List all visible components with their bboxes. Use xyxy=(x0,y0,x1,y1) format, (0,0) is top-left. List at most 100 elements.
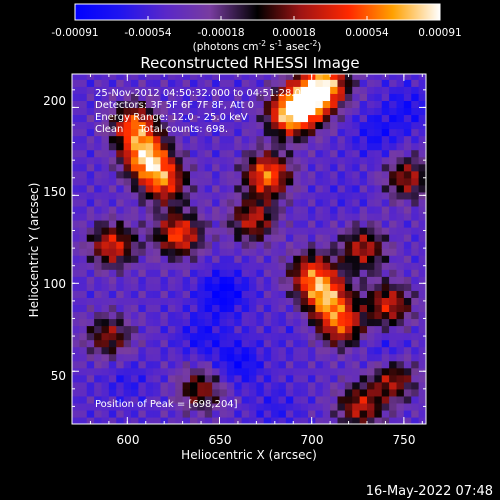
heatmap-cell xyxy=(344,93,353,101)
heatmap-cell xyxy=(367,262,375,270)
heatmap-cell xyxy=(175,255,184,263)
heatmap-cell xyxy=(219,332,228,341)
heatmap-cell xyxy=(322,416,331,424)
heatmap-cell xyxy=(197,142,206,151)
heatmap-cell xyxy=(175,234,184,242)
heatmap-cell xyxy=(285,262,294,270)
heatmap-cell xyxy=(285,346,294,355)
heatmap-cell xyxy=(226,269,235,277)
heatmap-cell xyxy=(108,402,117,411)
heatmap-cell xyxy=(278,219,287,228)
heatmap-cell xyxy=(403,360,412,369)
heatmap-cell xyxy=(352,205,361,214)
heatmap-cell xyxy=(352,283,361,291)
heatmap-cell xyxy=(72,248,80,256)
heatmap-cell xyxy=(315,198,324,207)
heatmap-cell xyxy=(300,416,309,424)
heatmap-cell xyxy=(79,205,88,214)
heatmap-cell xyxy=(359,318,368,327)
heatmap-cell xyxy=(204,227,213,235)
heatmap-cell xyxy=(138,227,147,235)
heatmap-cell xyxy=(285,191,294,200)
heatmap-cell xyxy=(322,353,331,362)
heatmap-cell xyxy=(322,255,331,263)
heatmap-cell xyxy=(411,269,420,277)
heatmap-cell xyxy=(396,114,405,123)
heatmap-cell xyxy=(403,191,412,200)
heatmap-cell xyxy=(108,100,117,109)
heatmap-cell xyxy=(101,269,110,277)
heatmap-cell xyxy=(263,325,272,334)
heatmap-cell xyxy=(86,395,95,404)
heatmap-cell xyxy=(145,74,154,80)
heatmap-cell xyxy=(72,142,80,151)
heatmap-cell xyxy=(344,248,353,256)
heatmap-cell xyxy=(418,86,426,94)
heatmap-cell xyxy=(367,93,375,101)
heatmap-cell xyxy=(86,107,95,116)
heatmap-cell xyxy=(278,339,287,348)
heatmap-cell xyxy=(190,128,198,137)
heatmap-cell xyxy=(204,135,213,144)
heatmap-cell xyxy=(330,402,339,411)
heatmap-cell xyxy=(396,107,405,116)
heatmap-cell xyxy=(101,121,110,130)
heatmap-cell xyxy=(249,121,257,130)
heatmap-cell xyxy=(153,290,162,298)
heatmap-cell xyxy=(219,339,228,348)
heatmap-cell xyxy=(308,332,316,341)
heatmap-cell xyxy=(226,360,235,369)
heatmap-cell xyxy=(330,191,339,200)
heatmap-cell xyxy=(367,241,375,249)
heatmap-cell xyxy=(381,304,390,313)
heatmap-cell xyxy=(271,269,280,277)
heatmap-cell xyxy=(226,381,235,390)
heatmap-cell xyxy=(241,353,250,362)
heatmap-cell xyxy=(263,184,272,193)
heatmap-cell xyxy=(167,374,176,383)
heatmap-cell xyxy=(145,121,154,130)
heatmap-cell xyxy=(359,79,368,87)
heatmap-cell xyxy=(123,198,132,207)
heatmap-cell xyxy=(197,262,206,270)
heatmap-cell xyxy=(271,381,280,390)
heatmap-cell xyxy=(145,205,154,214)
heatmap-cell xyxy=(167,149,176,158)
heatmap-cell xyxy=(418,416,426,424)
heatmap-cell xyxy=(123,339,132,348)
heatmap-cell xyxy=(72,395,80,404)
heatmap-cell xyxy=(138,149,147,158)
heatmap-cell xyxy=(337,121,346,130)
heatmap-cell xyxy=(123,290,132,298)
heatmap-cell xyxy=(330,121,339,130)
heatmap-cell xyxy=(138,128,147,137)
heatmap-cell xyxy=(330,255,339,263)
heatmap-cell xyxy=(131,163,139,172)
heatmap-cell xyxy=(212,163,221,172)
heatmap-cell xyxy=(389,156,398,165)
heatmap-cell xyxy=(263,346,272,355)
heatmap-cell xyxy=(204,318,213,327)
heatmap-cell xyxy=(418,100,426,109)
heatmap-cell xyxy=(131,177,139,186)
heatmap-cell xyxy=(352,234,361,242)
heatmap-cell xyxy=(145,290,154,298)
heatmap-cell xyxy=(86,290,95,298)
heatmap-cell xyxy=(197,156,206,165)
heatmap-cell xyxy=(160,177,169,186)
heatmap-cell xyxy=(418,395,426,404)
heatmap-cell xyxy=(138,262,147,270)
heatmap-cell xyxy=(263,269,272,277)
heatmap-cell xyxy=(241,276,250,284)
heatmap-cell xyxy=(344,198,353,207)
heatmap-cell xyxy=(190,170,198,179)
heatmap-cell xyxy=(374,184,383,193)
heatmap-cell xyxy=(123,346,132,355)
heatmap-cell xyxy=(374,234,383,242)
heatmap-cell xyxy=(403,121,412,130)
heatmap-cell xyxy=(175,191,184,200)
heatmap-cell xyxy=(116,374,125,383)
heatmap-cell xyxy=(182,283,191,291)
heatmap-cell xyxy=(389,163,398,172)
heatmap-cell xyxy=(330,135,339,144)
